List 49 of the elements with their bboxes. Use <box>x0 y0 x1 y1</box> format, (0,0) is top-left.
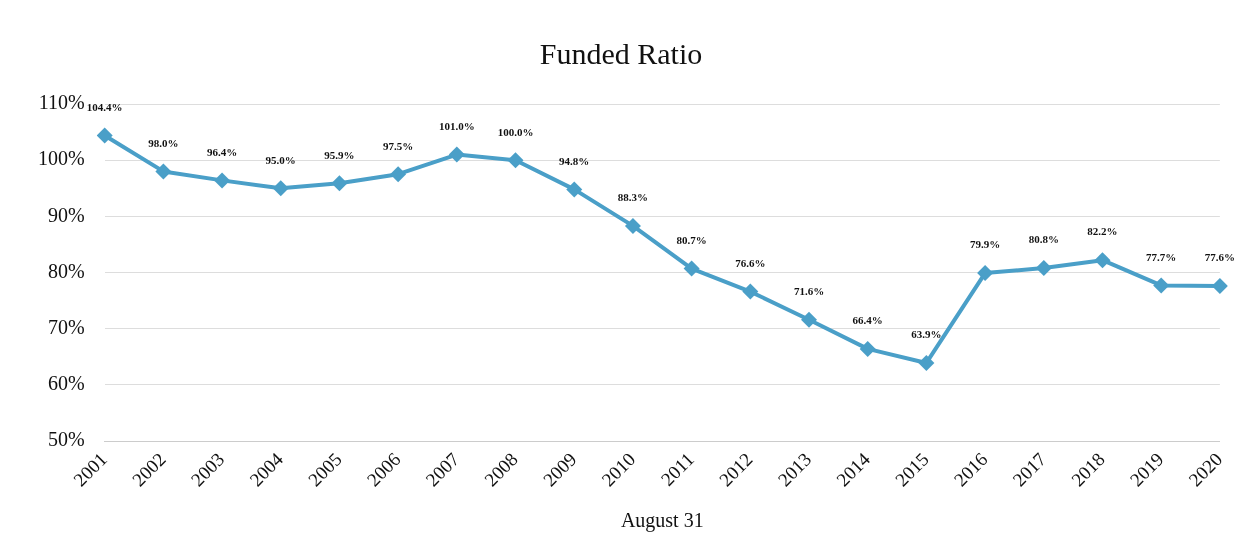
data-label: 94.8% <box>559 154 590 167</box>
y-tick-label: 100% <box>37 147 85 170</box>
point <box>1211 277 1228 294</box>
point <box>155 163 172 180</box>
data-label: 66.4% <box>852 314 883 327</box>
point <box>1153 277 1170 294</box>
point <box>96 127 113 144</box>
y-tick-label: 80% <box>47 259 85 282</box>
data-label: 95.0% <box>265 153 296 166</box>
data-label: 98.0% <box>148 136 179 149</box>
data-label: 80.8% <box>1028 233 1059 246</box>
point <box>801 311 818 328</box>
data-label: 82.2% <box>1087 225 1118 238</box>
y-tick-label: 70% <box>47 315 85 338</box>
point <box>214 172 231 189</box>
point <box>507 152 524 169</box>
data-label: 95.9% <box>324 148 355 161</box>
data-label: 96.4% <box>206 145 238 158</box>
point <box>742 283 759 300</box>
data-label: 76.6% <box>735 256 766 269</box>
y-tick-label: 90% <box>47 203 85 226</box>
y-tick-label: 50% <box>47 428 85 451</box>
data-label: 77.6% <box>1204 251 1235 264</box>
point <box>1035 260 1052 277</box>
y-tick-label: 60% <box>47 372 85 395</box>
data-label: 63.9% <box>911 328 942 341</box>
point <box>624 217 641 234</box>
data-label: 88.3% <box>617 191 649 204</box>
point <box>390 166 407 183</box>
point <box>448 146 465 163</box>
point <box>918 354 935 371</box>
point <box>566 181 583 198</box>
data-label: 80.7% <box>676 233 707 246</box>
data-label: 97.5% <box>383 139 414 152</box>
data-label: 79.9% <box>969 238 1001 251</box>
data-label: 104.4% <box>86 100 123 113</box>
point <box>859 340 876 357</box>
chart-title: Funded Ratio <box>539 36 703 70</box>
point <box>272 180 289 197</box>
y-tick-label: 110% <box>38 91 85 114</box>
x-axis-title: August 31 <box>620 509 704 533</box>
point <box>977 265 994 282</box>
data-label: 101.0% <box>438 119 475 132</box>
data-label: 100.0% <box>497 125 534 138</box>
point <box>683 260 700 277</box>
data-label: 77.7% <box>1146 250 1177 263</box>
point <box>1094 252 1111 269</box>
data-label: 71.6% <box>793 285 825 298</box>
point <box>331 175 348 192</box>
